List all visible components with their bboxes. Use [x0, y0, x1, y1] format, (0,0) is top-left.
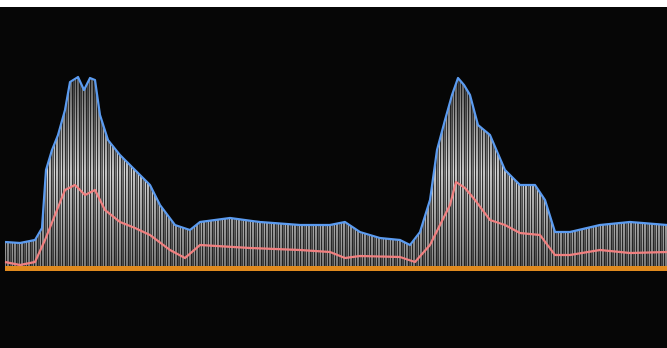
- doppler-view: [0, 0, 667, 348]
- page: {}: [0, 0, 667, 348]
- baseline: [5, 266, 667, 271]
- top-strip: [0, 0, 667, 7]
